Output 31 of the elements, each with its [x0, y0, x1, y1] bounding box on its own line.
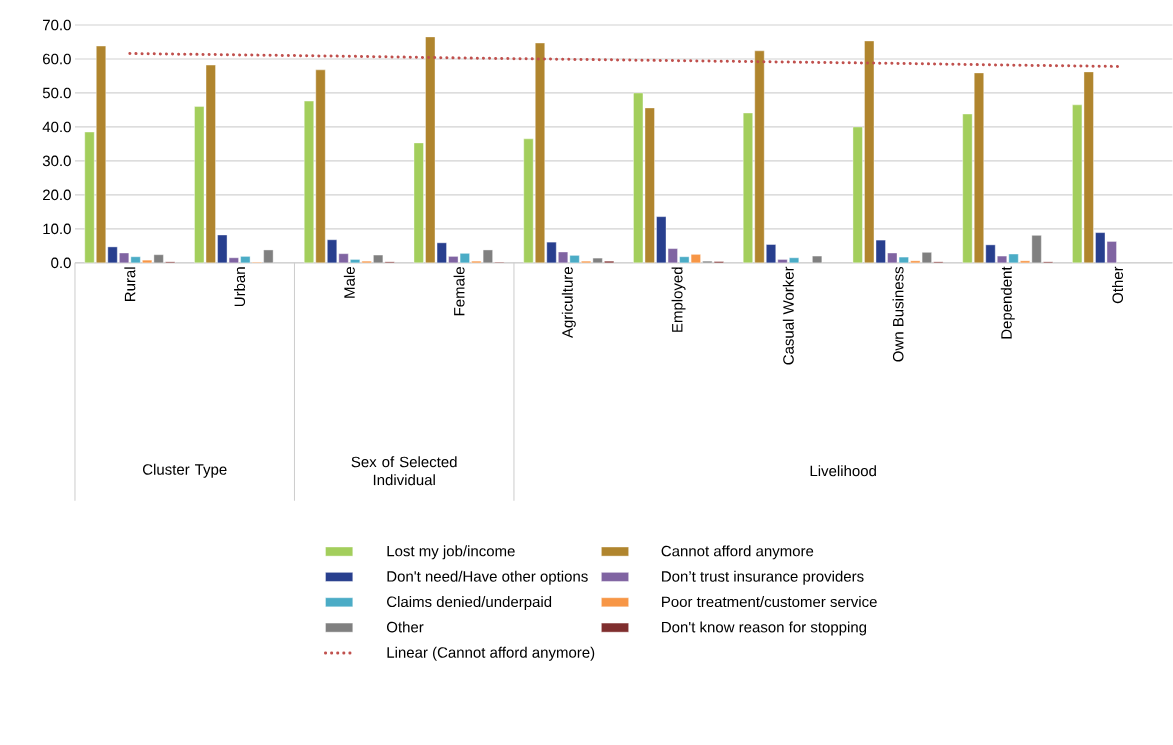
x-tick-label: Agriculture: [561, 267, 576, 339]
y-tick-label: 10.0: [43, 223, 71, 235]
y-tick-label: 40.0: [42, 121, 71, 133]
legend-label: Claims denied/underpaid: [387, 596, 552, 611]
y-tick-label: 70.0: [43, 19, 71, 31]
text: Sex of Selected Individual: [351, 456, 457, 486]
text: Cluster Type: [142, 463, 227, 478]
legend-label: Don't know reason for stopping: [662, 621, 867, 636]
x-tick-label: Dependent: [1000, 266, 1015, 339]
legend-label: Linear (Cannot afford anymore): [387, 646, 595, 661]
legend-label: Other: [386, 621, 424, 633]
y-tick-label: 30.0: [42, 155, 71, 167]
legend-label: Don't need/Have other options: [387, 570, 588, 585]
legend-label: Poor treatment/customer service: [662, 596, 877, 608]
x-tick-label: Casual Worker: [782, 266, 794, 365]
x-tick-label: Rural: [124, 267, 136, 302]
y-tick-label: 20.0: [43, 189, 71, 201]
x-tick-label: Own Business: [892, 267, 904, 362]
x-tick-label: Employed: [671, 267, 686, 333]
x-tick-label: Other: [1112, 266, 1124, 304]
bar: [812, 256, 823, 264]
y-tick-label: 0.0: [51, 257, 71, 269]
x-tick-label: Female: [453, 267, 465, 316]
legend-label: Don’t trust insurance providers: [662, 570, 864, 585]
y-tick-label: 60.0: [43, 53, 71, 65]
text: Livelihood: [810, 465, 876, 477]
x-tick-label: Urban: [234, 267, 246, 307]
legend-label: Lost my job/income: [387, 545, 515, 560]
x-tick-label: Male: [343, 267, 355, 298]
y-tick-label: 50.0: [42, 87, 71, 99]
legend-label: Cannot afford anymore: [661, 545, 814, 560]
